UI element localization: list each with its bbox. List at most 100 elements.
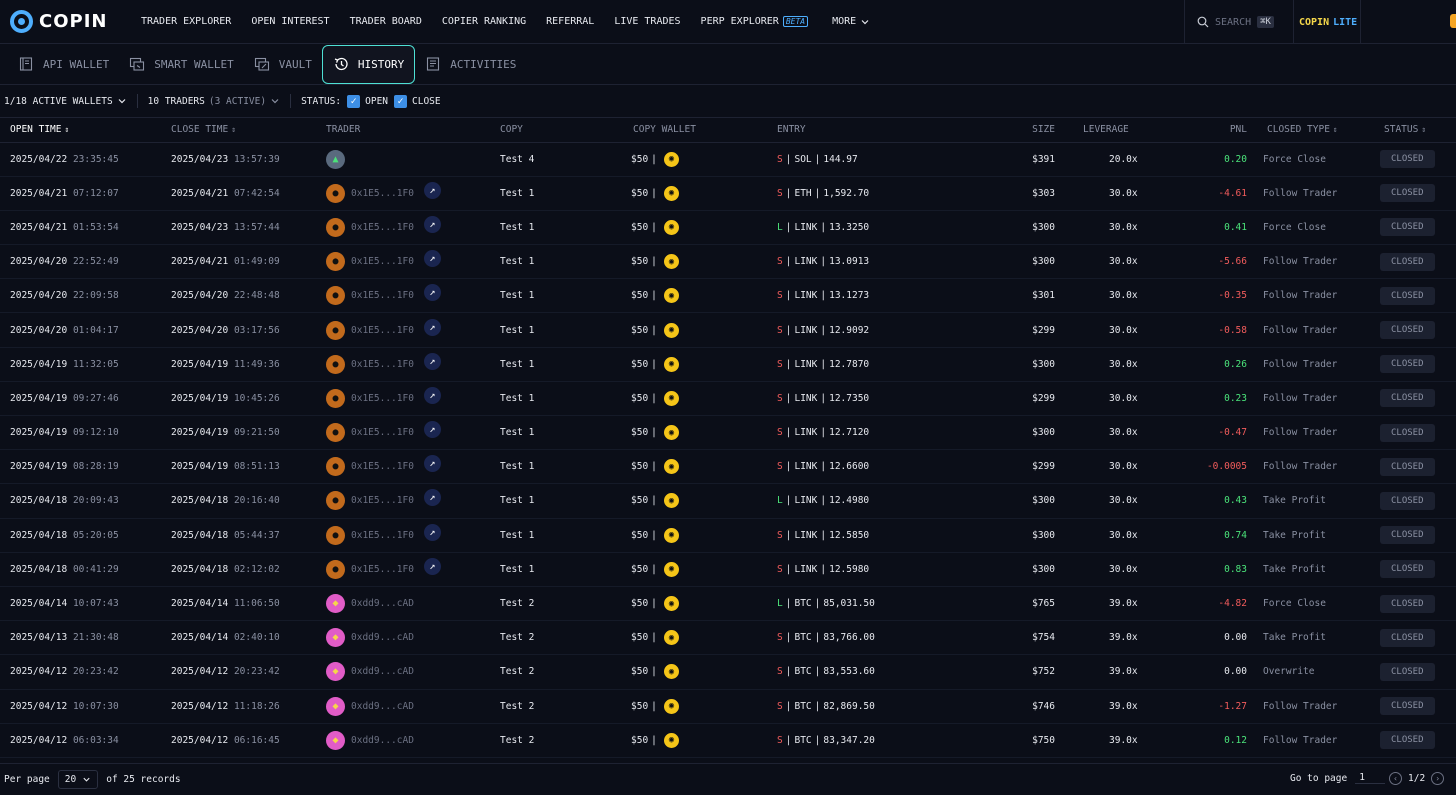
trader-cell[interactable]: ● 0x1E5...1F0 ↗	[316, 518, 500, 552]
trader-address[interactable]: 0xdd9...cAD	[351, 598, 414, 610]
trader-address[interactable]: 0x1E5...1F0	[351, 358, 414, 370]
trader-address[interactable]: 0x1E5...1F0	[351, 221, 414, 233]
separator: |	[785, 666, 792, 678]
table-row[interactable]: 2025/04/22 23:35:45 2025/04/23 13:57:39 ▲ T…	[0, 142, 1456, 177]
trader-cell[interactable]: ◆ 0xdd9...cAD	[316, 723, 500, 757]
trader-address[interactable]: 0x1E5...1F0	[351, 187, 414, 199]
nav-trader-board[interactable]: TRADER BOARD	[349, 16, 422, 27]
tab-smart-wallet[interactable]: SMART WALLET	[119, 45, 243, 84]
table-row[interactable]: 2025/04/21 07:12:07 2025/04/21 07:42:54 ● 0…	[0, 176, 1456, 211]
entry-price: 12.9092	[829, 324, 870, 336]
tab-vault[interactable]: VAULT	[244, 45, 322, 84]
trader-cell[interactable]: ● 0x1E5...1F0 ↗	[316, 416, 500, 450]
open-time-cell: 2025/04/19 09:27:46	[0, 381, 161, 415]
tab-history[interactable]: HISTORY	[321, 44, 416, 84]
trader-cell[interactable]: ● 0x1E5...1F0 ↗	[316, 176, 500, 210]
wallet-amount: $50	[631, 734, 649, 746]
trader-address[interactable]: 0x1E5...1F0	[351, 529, 414, 541]
trader-cell[interactable]: ▲	[316, 142, 500, 176]
status-cell: CLOSED	[1364, 450, 1456, 484]
table-row[interactable]: 2025/04/18 00:41:29 2025/04/18 02:12:02 ● 0…	[0, 552, 1456, 587]
status-badge: CLOSED	[1380, 423, 1435, 442]
table-row[interactable]: 2025/04/20 22:09:58 2025/04/20 22:48:48 ● 0…	[0, 279, 1456, 313]
trader-address[interactable]: 0xdd9...cAD	[351, 632, 414, 644]
trader-cell[interactable]: ● 0x1E5...1F0 ↗	[316, 313, 500, 347]
alert-indicator-icon[interactable]	[1450, 14, 1456, 28]
tab-api-wallet[interactable]: API WALLET	[8, 45, 119, 84]
trader-address[interactable]: 0x1E5...1F0	[351, 256, 414, 268]
close-time: 06:16:45	[233, 734, 280, 746]
close-checkbox[interactable]: ✓	[394, 94, 408, 108]
size-cell: $754	[1032, 632, 1055, 644]
trader-cell[interactable]: ● 0x1E5...1F0 ↗	[316, 210, 500, 244]
open-checkbox[interactable]: ✓	[347, 94, 361, 108]
trader-address[interactable]: 0x1E5...1F0	[351, 461, 414, 473]
table-row[interactable]: 2025/04/18 05:20:05 2025/04/18 05:44:37 ● 0…	[0, 518, 1456, 553]
table-row[interactable]: 2025/04/19 09:27:46 2025/04/19 10:45:26 ● 0…	[0, 381, 1456, 416]
trader-address[interactable]: 0x1E5...1F0	[351, 392, 414, 404]
close-time: 09:21:50	[233, 427, 280, 439]
copin-lite-link[interactable]: COPIN LITE	[1299, 0, 1361, 44]
trader-address[interactable]: 0xdd9...cAD	[351, 734, 414, 746]
trader-cell[interactable]: ● 0x1E5...1F0 ↗	[316, 245, 500, 279]
trader-address[interactable]: 0x1E5...1F0	[351, 427, 414, 439]
trader-cell[interactable]: ◆ 0xdd9...cAD	[316, 621, 500, 655]
trader-address[interactable]: 0x1E5...1F0	[351, 290, 414, 302]
trader-cell[interactable]: ● 0x1E5...1F0 ↗	[316, 450, 500, 484]
table-row[interactable]: 2025/04/12 10:07:30 2025/04/12 11:18:26 ◆ 0…	[0, 689, 1456, 724]
open-time-cell: 2025/04/19 09:12:10	[0, 416, 161, 450]
open-checkbox-label[interactable]: OPEN	[365, 95, 389, 107]
table-row[interactable]: 2025/04/19 11:32:05 2025/04/19 11:49:36 ● 0…	[0, 347, 1456, 382]
goto-page-input[interactable]: 1	[1355, 772, 1386, 784]
nav-referral[interactable]: REFERRAL	[546, 16, 595, 27]
per-page-select[interactable]: 20	[57, 770, 99, 789]
nav-perp-explorer[interactable]: PERP EXPLORER BETA	[691, 16, 819, 27]
col-close-time[interactable]: CLOSE TIME ⇕	[161, 118, 316, 143]
next-page-icon[interactable]: ›	[1431, 772, 1445, 785]
trader-cell[interactable]: ● 0x1E5...1F0 ↗	[316, 347, 500, 381]
trader-address[interactable]: 0x1E5...1F0	[351, 495, 414, 507]
table-row[interactable]: 2025/04/21 01:53:54 2025/04/23 13:57:44 ● 0…	[0, 210, 1456, 245]
table-row[interactable]: 2025/04/20 01:04:17 2025/04/20 03:17:56 ● 0…	[0, 313, 1456, 348]
trader-cell[interactable]: ● 0x1E5...1F0 ↗	[316, 381, 500, 415]
close-checkbox-label[interactable]: CLOSE	[412, 95, 441, 107]
coin-icon: ◉	[663, 493, 679, 509]
table-row[interactable]: 2025/04/20 22:52:49 2025/04/21 01:49:09 ● 0…	[0, 245, 1456, 279]
col-status[interactable]: STATUS ⇕	[1364, 118, 1456, 143]
table-row[interactable]: 2025/04/19 09:12:10 2025/04/19 09:21:50 ● 0…	[0, 416, 1456, 450]
col-closed-type[interactable]: CLOSED TYPE ⇕	[1247, 118, 1364, 143]
trader-address[interactable]: 0xdd9...cAD	[351, 700, 414, 712]
history-table: OPEN TIME ⇕ CLOSE TIME ⇕ TRADER COPY COPY …	[0, 118, 1456, 758]
trader-cell[interactable]: ◆ 0xdd9...cAD	[316, 586, 500, 620]
nav-live-trades[interactable]: LIVE TRADES	[614, 16, 681, 27]
col-open-time[interactable]: OPEN TIME ⇕	[0, 118, 161, 143]
trader-address[interactable]: 0x1E5...1F0	[351, 324, 414, 336]
nav-open-interest[interactable]: OPEN INTEREST	[251, 16, 330, 27]
table-row[interactable]: 2025/04/12 20:23:42 2025/04/12 20:23:42 ◆ 0…	[0, 655, 1456, 689]
table-row[interactable]: 2025/04/18 20:09:43 2025/04/18 20:16:40 ● 0…	[0, 484, 1456, 519]
table-row[interactable]: 2025/04/14 10:07:43 2025/04/14 11:06:50 ◆ 0…	[0, 586, 1456, 621]
separator: |	[785, 324, 792, 336]
prev-page-icon[interactable]: ‹	[1389, 772, 1402, 785]
copy-wallet-cell: $50 | ◉	[623, 381, 767, 415]
trader-cell[interactable]: ◆ 0xdd9...cAD	[316, 655, 500, 689]
search-button[interactable]: SEARCH ⌘K	[1184, 0, 1294, 44]
trader-cell[interactable]: ● 0x1E5...1F0 ↗	[316, 484, 500, 518]
traders-filter[interactable]: 10 TRADERS (3 ACTIVE)	[148, 96, 280, 107]
nav-trader-explorer[interactable]: TRADER EXPLORER	[141, 16, 232, 27]
closed-type-cell: Follow Trader	[1263, 700, 1338, 712]
wallets-filter[interactable]: 1/18 ACTIVE WALLETS	[4, 96, 127, 107]
trader-address[interactable]: 0x1E5...1F0	[351, 563, 414, 575]
close-time-cell: 2025/04/21 07:42:54	[161, 176, 316, 210]
trader-cell[interactable]: ● 0x1E5...1F0 ↗	[316, 552, 500, 586]
trader-cell[interactable]: ● 0x1E5...1F0 ↗	[316, 279, 500, 313]
table-row[interactable]: 2025/04/19 08:28:19 2025/04/19 08:51:13 ● 0…	[0, 450, 1456, 484]
nav-copier-ranking[interactable]: COPIER RANKING	[441, 16, 527, 27]
brand-logo[interactable]: COPIN	[0, 10, 131, 33]
trader-address[interactable]: 0xdd9...cAD	[351, 666, 414, 678]
tab-activities[interactable]: ACTIVITIES	[415, 45, 526, 84]
trader-cell[interactable]: ◆ 0xdd9...cAD	[316, 689, 500, 723]
table-row[interactable]: 2025/04/12 06:03:34 2025/04/12 06:16:45 ◆ 0…	[0, 723, 1456, 758]
nav-more[interactable]: MORE	[832, 16, 870, 27]
table-row[interactable]: 2025/04/13 21:30:48 2025/04/14 02:40:10 ◆ 0…	[0, 621, 1456, 655]
